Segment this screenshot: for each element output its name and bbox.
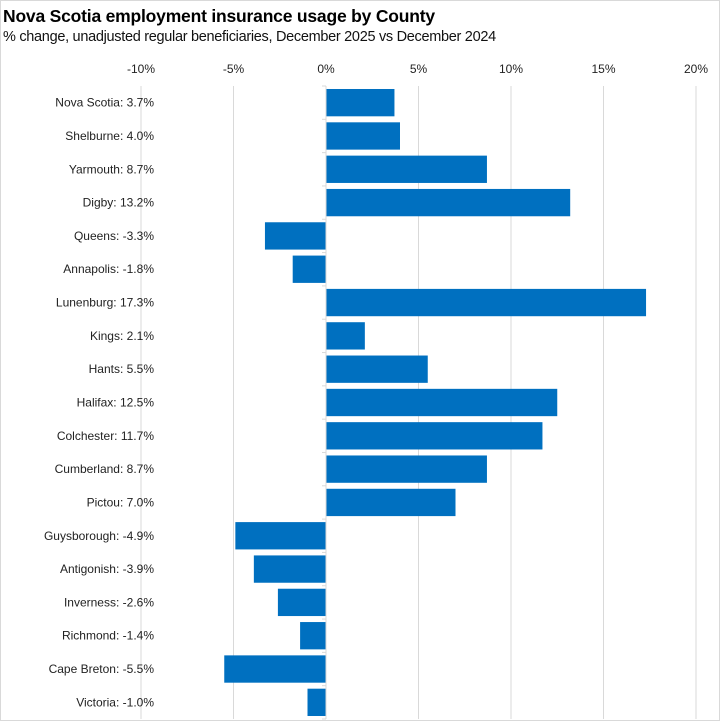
bar xyxy=(326,322,365,350)
bar xyxy=(326,488,456,517)
bar xyxy=(326,122,400,150)
category-label: Nova Scotia: 3.7% xyxy=(55,96,154,110)
category-label: Inverness: -2.6% xyxy=(64,595,154,609)
x-tick-label: -5% xyxy=(223,62,245,76)
bar xyxy=(326,88,395,117)
category-label: Richmond: -1.4% xyxy=(62,629,154,643)
chart-subtitle: % change, unadjusted regular beneficiari… xyxy=(3,29,496,45)
bar xyxy=(292,255,326,283)
chart-title: Nova Scotia employment insurance usage b… xyxy=(3,6,435,26)
bar xyxy=(326,455,487,483)
bars xyxy=(224,88,647,717)
x-axis-ticks: -10% -5% 0% 5% 10% 15% 20% xyxy=(127,62,708,76)
category-label: Victoria: -1.0% xyxy=(76,695,154,709)
bar xyxy=(307,688,326,717)
category-label: Annapolis: -1.8% xyxy=(63,262,154,276)
category-label: Cumberland: 8.7% xyxy=(55,462,155,476)
category-label: Queens: -3.3% xyxy=(74,229,154,243)
x-tick-label: 0% xyxy=(317,62,335,76)
category-label: Yarmouth: 8.7% xyxy=(69,162,154,176)
zero-axis xyxy=(322,85,327,720)
category-label: Colchester: 11.7% xyxy=(57,429,154,443)
category-label: Hants: 5.5% xyxy=(89,362,155,376)
x-tick-label: 20% xyxy=(684,62,708,76)
category-label: Digby: 13.2% xyxy=(83,196,155,210)
category-label: Antigonish: -3.9% xyxy=(60,562,154,576)
bar xyxy=(300,622,326,650)
bar xyxy=(235,522,326,550)
bar xyxy=(326,288,647,317)
bar xyxy=(264,222,326,250)
bar xyxy=(253,555,326,583)
category-label: Shelburne: 4.0% xyxy=(65,129,154,143)
category-label: Kings: 2.1% xyxy=(90,329,154,343)
x-tick-label: 5% xyxy=(410,62,428,76)
category-label: Halifax: 12.5% xyxy=(77,396,155,410)
x-tick-label: 10% xyxy=(499,62,523,76)
bar xyxy=(326,422,543,450)
bar xyxy=(277,588,326,617)
category-label: Cape Breton: -5.5% xyxy=(49,662,155,676)
x-tick-label: -10% xyxy=(127,62,155,76)
bar xyxy=(326,155,487,183)
category-labels: Nova Scotia: 3.7% Shelburne: 4.0% Yarmouth… xyxy=(44,96,154,710)
category-label: Lunenburg: 17.3% xyxy=(56,296,154,310)
bar xyxy=(326,188,571,217)
bar xyxy=(326,355,428,383)
gridlines xyxy=(140,86,697,719)
x-tick-label: 15% xyxy=(591,62,615,76)
category-label: Guysborough: -4.9% xyxy=(44,529,154,543)
bar xyxy=(224,655,326,683)
bar xyxy=(326,388,558,417)
category-label: Pictou: 7.0% xyxy=(87,495,155,509)
